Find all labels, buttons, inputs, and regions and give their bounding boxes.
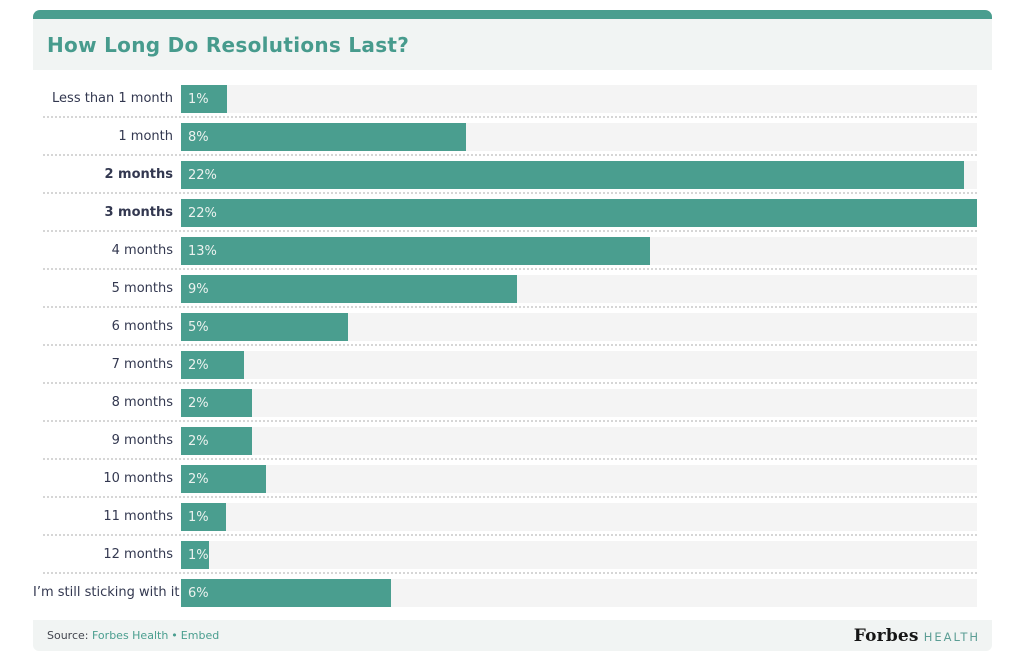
bar-track: 22% (181, 199, 977, 227)
category-label: 1 month (118, 129, 173, 144)
category-label: 8 months (111, 395, 173, 410)
chart-row: 3 months 22% (33, 199, 977, 237)
category-label: 7 months (111, 357, 173, 372)
chart-footer: Source: Forbes Health • Embed Forbes HEALT… (33, 620, 992, 651)
chart-header: How Long Do Resolutions Last? (33, 19, 992, 70)
category-label: 10 months (103, 471, 173, 486)
category-label: 5 months (111, 281, 173, 296)
bar-track: 2% (181, 389, 977, 417)
bar-value-label: 2% (188, 471, 209, 487)
bar-value-label: 6% (188, 585, 209, 601)
chart-row: 10 months 2% (33, 465, 977, 503)
chart-row: 8 months 2% (33, 389, 977, 427)
bar: 2% (181, 465, 267, 493)
brand-suffix: HEALTH (923, 629, 980, 644)
bar-value-label: 5% (188, 319, 209, 335)
chart-row: 9 months 2% (33, 427, 977, 465)
bar: 2% (181, 389, 252, 417)
category-label: 9 months (111, 433, 173, 448)
bar: 5% (181, 313, 349, 341)
chart-title: How Long Do Resolutions Last? (47, 32, 410, 57)
chart-row: 5 months 9% (33, 275, 977, 313)
chart-row: 6 months 5% (33, 313, 977, 351)
bar-value-label: 22% (188, 167, 217, 183)
forbes-health-logo: Forbes HEALTH (854, 626, 980, 646)
bar: 22% (181, 199, 977, 227)
bar-track: 2% (181, 351, 977, 379)
bar-value-label: 1% (188, 91, 209, 107)
bar: 22% (181, 161, 965, 189)
chart-row: 7 months 2% (33, 351, 977, 389)
category-label: I’m still sticking with it (33, 585, 180, 600)
bar-track: 1% (181, 85, 977, 113)
source-label: Source: (47, 629, 89, 642)
category-label: 2 months (104, 167, 173, 182)
bar: 2% (181, 427, 252, 455)
bar: 13% (181, 237, 650, 265)
bar: 2% (181, 351, 244, 379)
accent-top-bar (33, 10, 992, 19)
chart-row: Less than 1 month 1% (33, 85, 977, 123)
bar-value-label: 9% (188, 281, 209, 297)
category-label: 4 months (111, 243, 173, 258)
category-label: 6 months (111, 319, 173, 334)
bar-value-label: 8% (188, 129, 209, 145)
source-line: Source: Forbes Health • Embed (47, 629, 219, 642)
bar-value-label: 22% (188, 205, 217, 221)
chart-card: How Long Do Resolutions Last? Less than … (33, 10, 992, 651)
bar: 6% (181, 579, 392, 607)
chart-row: 11 months 1% (33, 503, 977, 541)
bar-value-label: 2% (188, 395, 209, 411)
bar-value-label: 1% (188, 547, 209, 563)
bar-value-label: 2% (188, 357, 209, 373)
category-label: Less than 1 month (52, 91, 173, 106)
chart-row: 4 months 13% (33, 237, 977, 275)
category-label: 12 months (103, 547, 173, 562)
bar-chart: Less than 1 month 1% 1 month 8% 2 months (33, 85, 977, 617)
bar-track: 13% (181, 237, 977, 265)
bar: 1% (181, 85, 228, 113)
bar-track: 8% (181, 123, 977, 151)
category-label: 11 months (103, 509, 173, 524)
bar-track: 9% (181, 275, 977, 303)
bullet-separator: • (171, 629, 178, 642)
bar-value-label: 2% (188, 433, 209, 449)
chart-row: 12 months 1% (33, 541, 977, 579)
bar: 8% (181, 123, 466, 151)
source-link-embed[interactable]: Embed (180, 629, 220, 642)
chart-row: I’m still sticking with it 6% (33, 579, 977, 617)
bar: 1% (181, 503, 226, 531)
bar-track: 1% (181, 541, 977, 569)
bar-track: 1% (181, 503, 977, 531)
bar-track: 2% (181, 465, 977, 493)
source-link-forbes-health[interactable]: Forbes Health (92, 629, 169, 642)
bar: 1% (181, 541, 209, 569)
chart-row: 2 months 22% (33, 161, 977, 199)
bar-track: 22% (181, 161, 977, 189)
brand-name: Forbes (853, 625, 919, 646)
bar-value-label: 1% (188, 509, 209, 525)
bar-value-label: 13% (188, 243, 217, 259)
category-label: 3 months (104, 205, 173, 220)
bar: 9% (181, 275, 517, 303)
bar-track: 5% (181, 313, 977, 341)
chart-row: 1 month 8% (33, 123, 977, 161)
bar-track: 6% (181, 579, 977, 607)
bar-track: 2% (181, 427, 977, 455)
